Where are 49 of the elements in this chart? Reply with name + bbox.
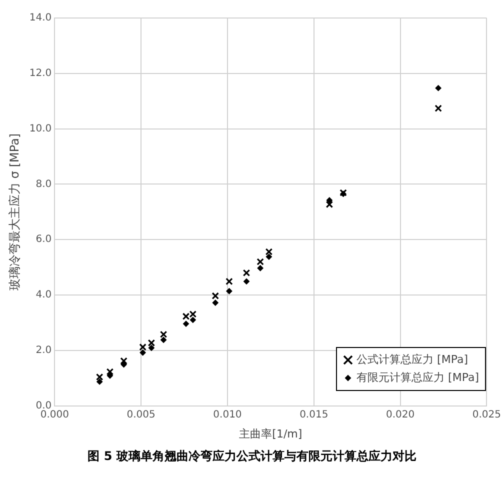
point	[160, 330, 168, 338]
point	[106, 372, 113, 379]
point	[212, 292, 220, 300]
point	[189, 310, 197, 318]
text: 图 5 玻璃单角翘曲冷弯应力公式计算与有限元计算总应力对比	[86, 448, 418, 465]
y-tick-label: 8.0	[36, 178, 52, 190]
point	[243, 278, 250, 284]
point	[257, 265, 264, 272]
point	[120, 357, 128, 365]
point	[242, 269, 250, 276]
legend-label: 公式计算总应力 [MPa]	[356, 352, 468, 368]
legend-label: 有限元计算总应力 [MPa]	[356, 370, 479, 386]
point	[434, 104, 442, 112]
point	[326, 200, 334, 208]
point	[148, 344, 154, 351]
point	[435, 85, 442, 92]
point	[326, 197, 332, 204]
point	[96, 373, 104, 381]
point	[183, 320, 189, 327]
y-tick-label: 4.0	[36, 290, 52, 301]
point	[160, 336, 167, 343]
point	[120, 362, 127, 368]
x-tick-label: 0.025	[472, 409, 502, 420]
point	[226, 278, 233, 286]
point	[226, 288, 232, 294]
y-tick-label: 0.0	[36, 400, 52, 412]
point	[190, 316, 196, 323]
y-tick-label: 12.0	[29, 68, 52, 79]
point	[266, 254, 272, 260]
x-tick-label: 0.000	[40, 409, 69, 420]
point	[96, 378, 103, 385]
y-tick-label: 10.0	[29, 123, 52, 134]
point	[182, 312, 190, 320]
point	[148, 339, 156, 347]
point	[256, 258, 264, 266]
point	[140, 350, 146, 356]
y-tick-label: 6.0	[36, 234, 52, 246]
x-tick-label: 0.005	[126, 409, 156, 420]
x-tick-label: 0.015	[300, 409, 328, 420]
x-tick-label: 0.020	[386, 409, 415, 420]
x-axis-title: 主曲率[1/m]	[239, 427, 302, 440]
point	[212, 300, 218, 306]
point	[139, 343, 146, 351]
x-tick-label: 0.010	[213, 409, 242, 420]
y-tick-label: 14.0	[29, 12, 52, 24]
point	[265, 248, 273, 256]
y-axis-title: 玻璃冷弯最大主应力 σ [MPa]	[7, 133, 22, 290]
y-tick-label: 2.0	[36, 344, 52, 356]
point	[106, 368, 114, 376]
